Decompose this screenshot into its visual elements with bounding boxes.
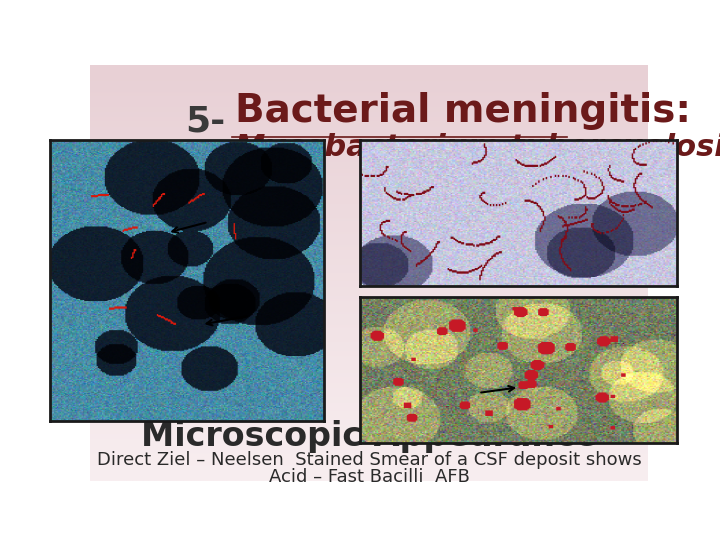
Text: Mycobacterium tubercuolosis: Mycobacterium tubercuolosis bbox=[235, 133, 720, 163]
Text: Microscopic Appearance: Microscopic Appearance bbox=[140, 420, 598, 453]
Text: Acid – Fast Bacilli  AFB: Acid – Fast Bacilli AFB bbox=[269, 468, 469, 486]
Text: Bacterial meningitis:: Bacterial meningitis: bbox=[235, 92, 691, 130]
Text: Direct Ziel – Neelsen  Stained Smear of a CSF deposit shows: Direct Ziel – Neelsen Stained Smear of a… bbox=[96, 451, 642, 469]
Text: 5-: 5- bbox=[185, 104, 225, 138]
